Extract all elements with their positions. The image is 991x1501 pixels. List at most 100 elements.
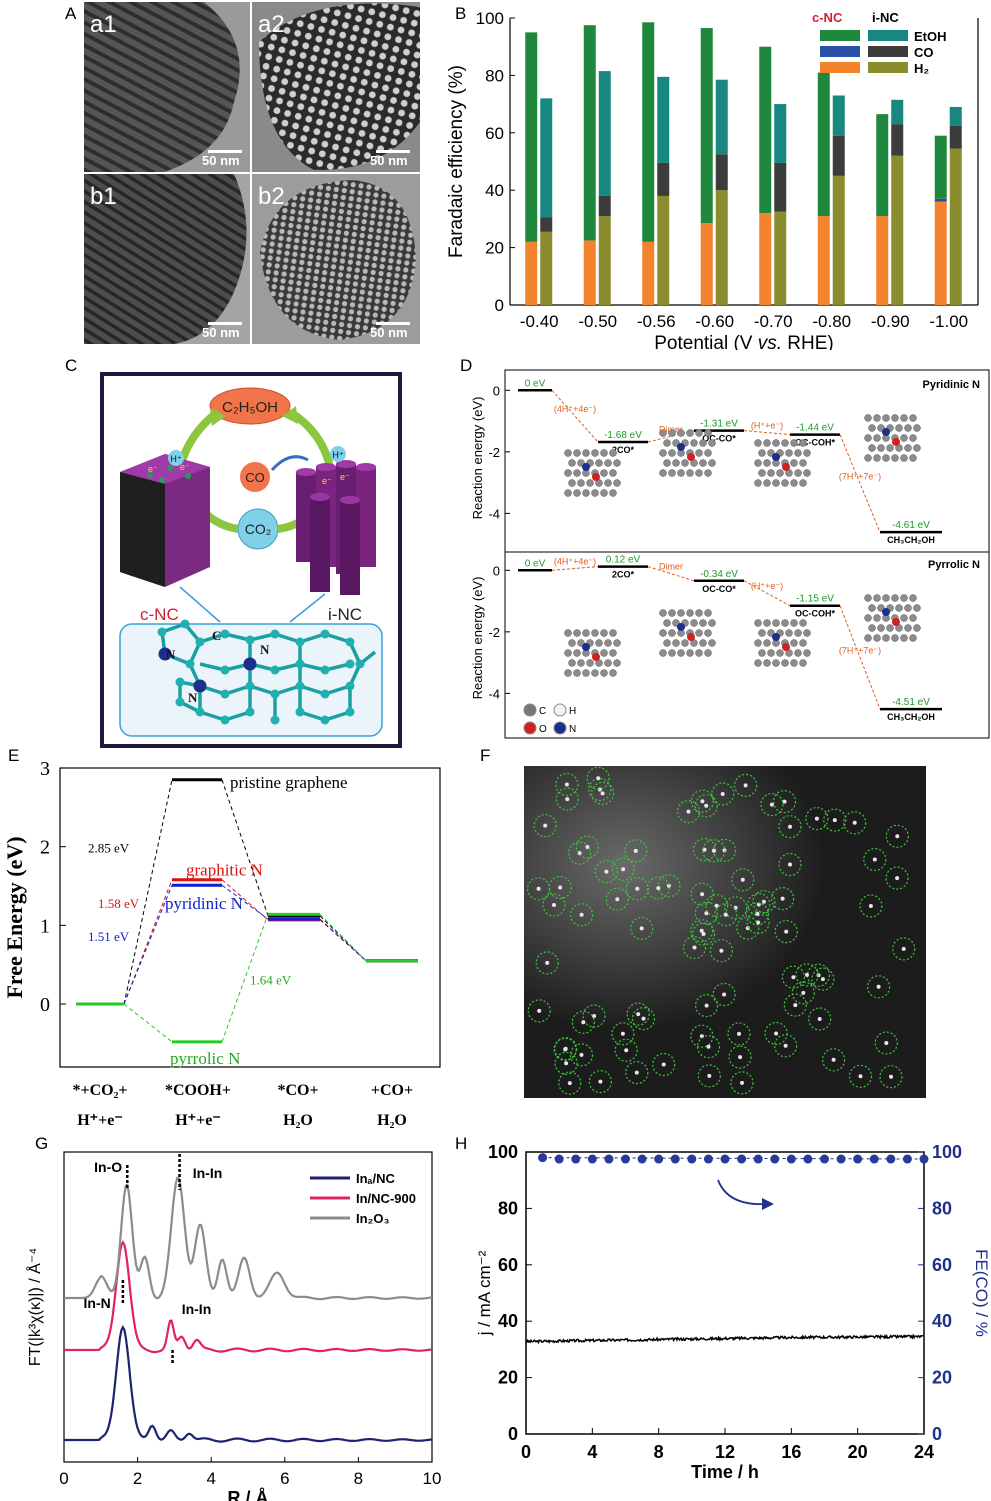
single-atom-circle (594, 859, 619, 884)
tick-label: 3 (40, 758, 50, 780)
bar-i-NC-CO (774, 162, 787, 212)
carbon (772, 479, 780, 487)
carbon (668, 449, 676, 457)
bar-c-NC-EtOH (817, 72, 830, 217)
label-graphitic: graphitic N (186, 861, 263, 880)
carbon (794, 649, 802, 657)
atom-spot (788, 862, 792, 867)
legend-swatch-i (868, 46, 908, 57)
carbon (763, 639, 771, 647)
atom-spot (700, 892, 705, 897)
carbon-atom (295, 681, 305, 691)
carbon (864, 594, 872, 602)
bar-c-NC-EtOH (876, 114, 889, 217)
carbon (573, 649, 581, 657)
atom-spot (784, 929, 789, 934)
single-atom-circle (625, 1061, 649, 1085)
atom-spot (598, 1079, 603, 1084)
panel-label-g: G (35, 1134, 49, 1153)
carbon-atom (245, 707, 255, 717)
fe-point (886, 1154, 896, 1164)
y-tick-right: 20 (932, 1368, 952, 1388)
atom-spot (615, 897, 620, 902)
atom-spot (543, 823, 548, 828)
x-axis-label: R / Å (227, 1488, 268, 1501)
carbon (772, 439, 780, 447)
atom-spot (699, 928, 704, 933)
atom-spot (579, 912, 584, 917)
fe-point (571, 1154, 581, 1164)
tem-a1 (84, 2, 250, 172)
curve-in-nc-900 (64, 1240, 433, 1354)
nitrogen-atom (193, 679, 207, 693)
legend-label: Inₐ/NC (356, 1171, 395, 1186)
carbon (708, 619, 716, 627)
carbon (781, 479, 789, 487)
y-axis-label-left: j / mA cm⁻² (475, 1250, 494, 1336)
single-atom-circle (811, 967, 835, 991)
carbon (900, 434, 908, 442)
carbon (659, 449, 667, 457)
atom-spot (791, 975, 796, 980)
carbon (564, 449, 572, 457)
carbon-atom (320, 665, 330, 675)
carbon (668, 609, 676, 617)
atom-spot (585, 845, 590, 849)
atom-spot (817, 1017, 822, 1021)
atom-spot (545, 960, 550, 965)
bar-c-NC-H₂ (642, 241, 655, 305)
carbon (873, 454, 881, 462)
tick-label: -2 (488, 625, 500, 640)
carbon (577, 659, 585, 667)
frame (525, 1151, 925, 1435)
carbon (609, 469, 617, 477)
carbon-atom (157, 627, 167, 637)
atom-spot (711, 848, 716, 853)
single-atom-circle (569, 1043, 594, 1067)
carbon-atom (295, 637, 305, 647)
oxygen (782, 463, 790, 471)
carbon (704, 429, 712, 437)
carbon (591, 449, 599, 457)
scalebar-b1: 50 nm (202, 322, 242, 340)
fe-point (587, 1154, 597, 1164)
frame (59, 767, 441, 1068)
carbon (604, 659, 612, 667)
tick-label: 6 (280, 1469, 289, 1488)
carbon (794, 449, 802, 457)
single-atom-circle (535, 951, 559, 975)
panel-label-f: F (480, 746, 491, 765)
carbon (582, 489, 590, 497)
single-atom-circle (690, 1024, 714, 1048)
single-atom-circle (697, 1064, 721, 1088)
bar-c-NC-H₂ (817, 216, 830, 305)
carbon (891, 634, 899, 642)
carbon (873, 634, 881, 642)
carbon (790, 479, 798, 487)
oxygen (687, 633, 695, 641)
fe-point (554, 1154, 564, 1164)
bar-i-NC-EtOH (832, 95, 845, 136)
legend-atom (553, 721, 567, 735)
carbon (686, 609, 694, 617)
carbon (600, 669, 608, 677)
level-label: OC-COH* (795, 438, 835, 448)
carbon (663, 439, 671, 447)
carbon (877, 444, 885, 452)
carbon (573, 489, 581, 497)
atom-spot (814, 816, 819, 821)
single-atom-circle (571, 1010, 595, 1034)
connector-pyridinic N (123, 885, 173, 1005)
molecular-structure (754, 619, 811, 667)
carbon (708, 639, 716, 647)
bar-i-NC-H₂ (832, 175, 845, 305)
atom-spot (597, 787, 602, 792)
carbon (886, 624, 894, 632)
panel-label-a: A (65, 4, 77, 23)
carbon (790, 639, 798, 647)
carbon (586, 659, 594, 667)
carbon (785, 629, 793, 637)
label-b2: b2 (258, 183, 285, 210)
atom-spot (719, 948, 724, 953)
